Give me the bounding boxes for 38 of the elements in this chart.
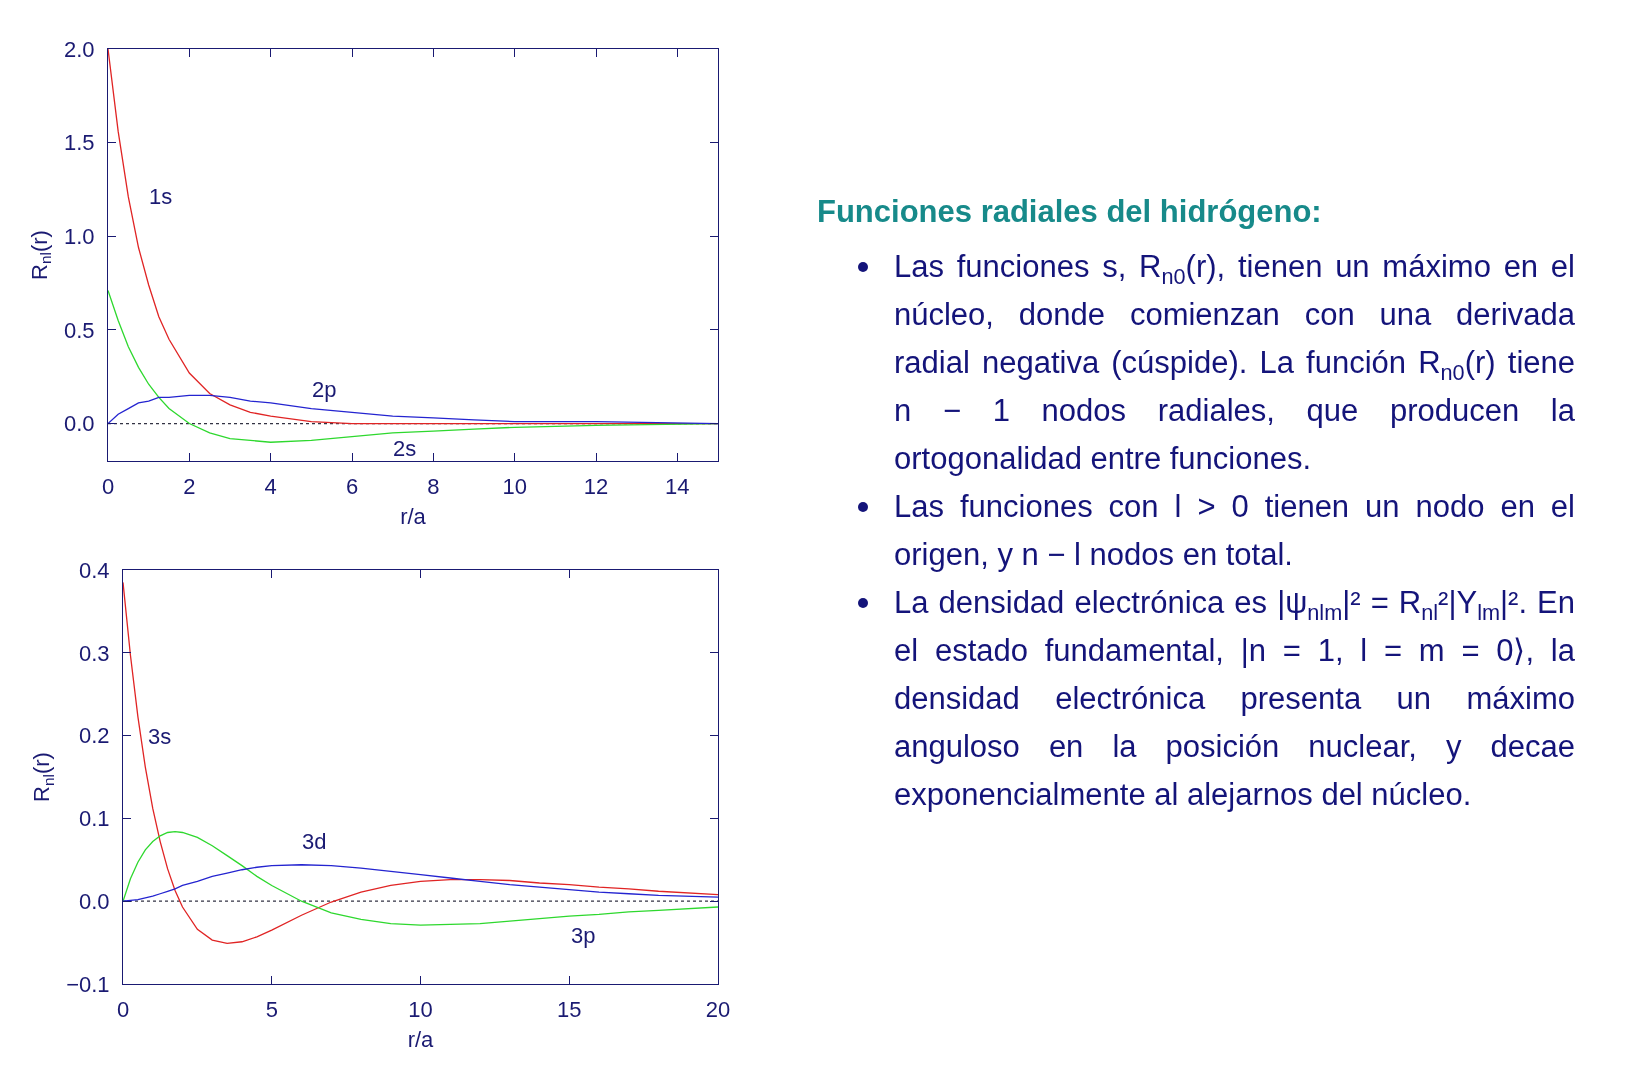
x-tick-label: 15: [557, 997, 582, 1023]
x-axis-title: r/a: [400, 504, 427, 530]
x-tick-label: 2: [183, 474, 196, 500]
text: Las funciones s, R$_{n0}$(r), tienen un máximo en el núcleo, donde comienzan con una derivada radial negativa (cúspide). La función R$_{n0}$(r) tiene n − 1 nodos radiales, que producen la ortogonalidad entre funciones.: [894, 249, 1575, 476]
y-tick-label: 0.4: [79, 557, 110, 583]
y-tick-label: 0.5: [64, 317, 95, 343]
y-tick-label: 0.1: [79, 806, 110, 832]
x-tick-label: 12: [583, 474, 609, 500]
text: La densidad electrónica es |ψ$_{nlm}$|² = R$_{nl}$²|Y$_{lm}$|². En el estado fundamental, |n = 1, l = m = 0⟩, la densidad electrónica presenta un máximo anguloso en la posición nuclear, y decae exponencialmente al alejarnos del núcleo.: [894, 585, 1575, 812]
x-axis-title: r/a: [407, 1027, 435, 1053]
series-label: 2p: [312, 377, 337, 402]
text: Las funciones con l > 0 tienen un nodo en el origen, y n − l nodos en total.: [894, 489, 1575, 572]
y-tick-label: 0.0: [64, 411, 95, 437]
y-tick-label: 1.0: [64, 223, 95, 249]
series-label: 3s: [148, 724, 172, 749]
line-series: [123, 831, 718, 926]
y-tick-label: 0.0: [79, 888, 110, 914]
y-tick-label: 0.2: [79, 723, 110, 749]
x-tick-label: 6: [345, 474, 359, 500]
y-tick-label: 2.0: [64, 36, 95, 62]
x-tick-label: 10: [408, 997, 433, 1023]
x-tick-label: 4: [264, 474, 277, 500]
x-tick-label: 0: [116, 997, 130, 1023]
y-tick-label: 0.3: [79, 640, 110, 666]
x-tick-label: 20: [705, 997, 731, 1023]
x-tick-label: 5: [265, 997, 278, 1023]
series-label: 3p: [571, 923, 596, 948]
y-tick-label: −0.1: [66, 971, 110, 997]
series-label: 1s: [149, 184, 173, 209]
series-label: 2s: [393, 436, 417, 461]
x-tick-label: 10: [502, 474, 527, 500]
x-tick-label: 0: [101, 474, 115, 500]
x-tick-label: 14: [665, 474, 690, 500]
text: Funciones radiales del hidrógeno:: [817, 193, 1322, 231]
series-label: 3d: [302, 829, 327, 854]
y-tick-label: 1.5: [64, 130, 95, 156]
x-tick-label: 8: [427, 474, 440, 500]
line-series: [123, 864, 718, 902]
